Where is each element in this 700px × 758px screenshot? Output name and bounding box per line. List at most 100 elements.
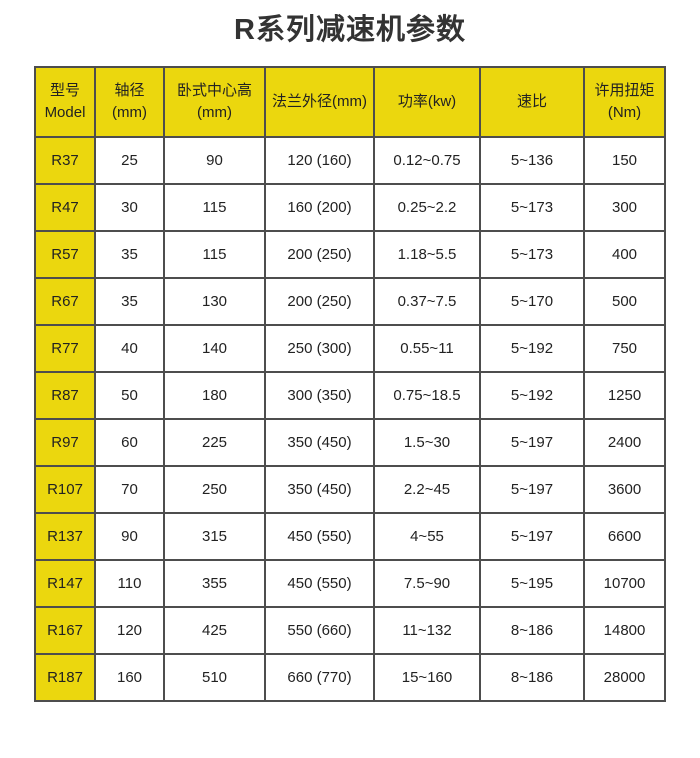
table-cell: 0.12~0.75	[373, 136, 481, 185]
table-cell: 550 (660)	[264, 606, 375, 655]
table-cell: 500	[583, 277, 666, 326]
row-model-cell: R67	[34, 277, 96, 326]
col-header-flange-od: 法兰外径(mm)	[264, 66, 375, 138]
table-cell: 450 (550)	[264, 512, 375, 561]
row-model-cell: R107	[34, 465, 96, 514]
table-cell: 350 (450)	[264, 465, 375, 514]
table-cell: 5~197	[479, 465, 585, 514]
table-cell: 250	[163, 465, 266, 514]
table-cell: 300	[583, 183, 666, 232]
table-row: R137 90 315 450 (550) 4~55 5~197 6600	[34, 512, 666, 561]
table-cell: 1.18~5.5	[373, 230, 481, 279]
table-cell: 660 (770)	[264, 653, 375, 702]
table-cell: 5~197	[479, 418, 585, 467]
table-cell: 115	[163, 230, 266, 279]
col-header-model: 型号 Model	[34, 66, 96, 138]
table-cell: 8~186	[479, 606, 585, 655]
table-cell: 90	[163, 136, 266, 185]
table-cell: 200 (250)	[264, 230, 375, 279]
table-cell: 11~132	[373, 606, 481, 655]
table-cell: 25	[94, 136, 165, 185]
table-cell: 160	[94, 653, 165, 702]
table-cell: 355	[163, 559, 266, 608]
table-cell: 140	[163, 324, 266, 373]
page-title: R系列减速机参数	[234, 14, 466, 46]
table-cell: 180	[163, 371, 266, 420]
table-cell: 300 (350)	[264, 371, 375, 420]
table-cell: 250 (300)	[264, 324, 375, 373]
table-cell: 750	[583, 324, 666, 373]
table-cell: 15~160	[373, 653, 481, 702]
table-cell: 0.37~7.5	[373, 277, 481, 326]
table-row: R167 120 425 550 (660) 11~132 8~186 1480…	[34, 606, 666, 655]
table-cell: 5~195	[479, 559, 585, 608]
col-header-shaft-diameter: 轴径 (mm)	[94, 66, 165, 138]
table-cell: 120 (160)	[264, 136, 375, 185]
table-row: R77 40 140 250 (300) 0.55~11 5~192 750	[34, 324, 666, 373]
table-row: R47 30 115 160 (200) 0.25~2.2 5~173 300	[34, 183, 666, 232]
table-cell: 5~170	[479, 277, 585, 326]
table-cell: 450 (550)	[264, 559, 375, 608]
table-cell: 315	[163, 512, 266, 561]
table-cell: 5~173	[479, 183, 585, 232]
row-model-cell: R137	[34, 512, 96, 561]
table-row: R187 160 510 660 (770) 15~160 8~186 2800…	[34, 653, 666, 702]
table-cell: 2.2~45	[373, 465, 481, 514]
table-row: R107 70 250 350 (450) 2.2~45 5~197 3600	[34, 465, 666, 514]
table-cell: 60	[94, 418, 165, 467]
table-cell: 5~136	[479, 136, 585, 185]
table-cell: 0.55~11	[373, 324, 481, 373]
col-header-power: 功率(kw)	[373, 66, 481, 138]
row-model-cell: R87	[34, 371, 96, 420]
row-model-cell: R147	[34, 559, 96, 608]
table-cell: 4~55	[373, 512, 481, 561]
row-model-cell: R97	[34, 418, 96, 467]
table-cell: 1250	[583, 371, 666, 420]
table-row: R67 35 130 200 (250) 0.37~7.5 5~170 500	[34, 277, 666, 326]
table-cell: 10700	[583, 559, 666, 608]
table-cell: 6600	[583, 512, 666, 561]
col-header-torque: 许用扭矩 (Nm)	[583, 66, 666, 138]
table-cell: 200 (250)	[264, 277, 375, 326]
table-cell: 30	[94, 183, 165, 232]
table-cell: 90	[94, 512, 165, 561]
table-cell: 160 (200)	[264, 183, 375, 232]
table-cell: 5~173	[479, 230, 585, 279]
row-model-cell: R187	[34, 653, 96, 702]
table-cell: 2400	[583, 418, 666, 467]
row-model-cell: R167	[34, 606, 96, 655]
table-row: R57 35 115 200 (250) 1.18~5.5 5~173 400	[34, 230, 666, 279]
table-cell: 425	[163, 606, 266, 655]
table-cell: 40	[94, 324, 165, 373]
table-cell: 5~192	[479, 324, 585, 373]
table-cell: 14800	[583, 606, 666, 655]
row-model-cell: R37	[34, 136, 96, 185]
table-cell: 5~197	[479, 512, 585, 561]
row-model-cell: R57	[34, 230, 96, 279]
table-cell: 8~186	[479, 653, 585, 702]
table-cell: 120	[94, 606, 165, 655]
table-row: R97 60 225 350 (450) 1.5~30 5~197 2400	[34, 418, 666, 467]
table-cell: 5~192	[479, 371, 585, 420]
table-cell: 0.75~18.5	[373, 371, 481, 420]
table-cell: 350 (450)	[264, 418, 375, 467]
table-cell: 130	[163, 277, 266, 326]
col-header-center-height: 卧式中心高 (mm)	[163, 66, 266, 138]
table-row: R87 50 180 300 (350) 0.75~18.5 5~192 125…	[34, 371, 666, 420]
row-model-cell: R47	[34, 183, 96, 232]
table-cell: 150	[583, 136, 666, 185]
row-model-cell: R77	[34, 324, 96, 373]
table-cell: 35	[94, 230, 165, 279]
table-row: R37 25 90 120 (160) 0.12~0.75 5~136 150	[34, 136, 666, 185]
table-cell: 28000	[583, 653, 666, 702]
table-cell: 110	[94, 559, 165, 608]
table-cell: 70	[94, 465, 165, 514]
table-cell: 3600	[583, 465, 666, 514]
table-cell: 1.5~30	[373, 418, 481, 467]
col-header-ratio: 速比	[479, 66, 585, 138]
table-header-row: 型号 Model 轴径 (mm) 卧式中心高 (mm) 法兰外径(mm) 功率(…	[34, 66, 666, 138]
table-cell: 115	[163, 183, 266, 232]
table-cell: 225	[163, 418, 266, 467]
table-cell: 400	[583, 230, 666, 279]
